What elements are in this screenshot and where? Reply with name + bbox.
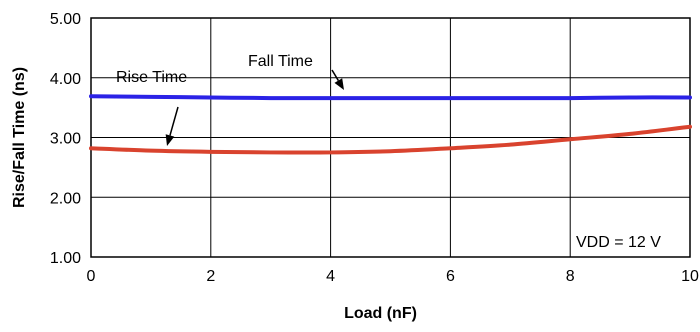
x-tick-label: 2 xyxy=(206,268,215,285)
fall-time-line xyxy=(89,94,692,101)
rise-time-arrowhead xyxy=(165,134,175,146)
y-tick-label: 4.00 xyxy=(50,71,81,88)
y-tick-label: 3.00 xyxy=(50,131,81,148)
series-lines xyxy=(89,94,692,155)
rise-time-arrow xyxy=(169,106,179,136)
tick-labels: 0 2 4 6 8 10 1.00 2.00 3.00 4.00 5.00 xyxy=(50,11,699,285)
y-axis-title: Rise/Fall Time (ns) xyxy=(11,67,28,208)
x-axis-title: Load (nF) xyxy=(344,305,417,322)
y-tick-label: 5.00 xyxy=(50,11,81,28)
rise-time-line xyxy=(89,124,692,155)
x-tick-label: 10 xyxy=(681,268,699,285)
fall-time-arrowhead xyxy=(334,78,344,90)
y-tick-label: 1.00 xyxy=(50,250,81,267)
fall-time-arrow xyxy=(331,69,339,81)
vdd-condition-label: VDD = 12 V xyxy=(576,234,661,251)
x-tick-label: 0 xyxy=(87,268,96,285)
x-tick-label: 4 xyxy=(326,268,335,285)
annotations: Fall Time Rise Time VDD = 12 V xyxy=(116,53,661,251)
fall-time-annotation: Fall Time xyxy=(248,53,313,70)
x-tick-label: 8 xyxy=(566,268,575,285)
y-tick-label: 2.00 xyxy=(50,190,81,207)
rise-time-annotation: Rise Time xyxy=(116,69,187,86)
x-tick-label: 6 xyxy=(446,268,455,285)
